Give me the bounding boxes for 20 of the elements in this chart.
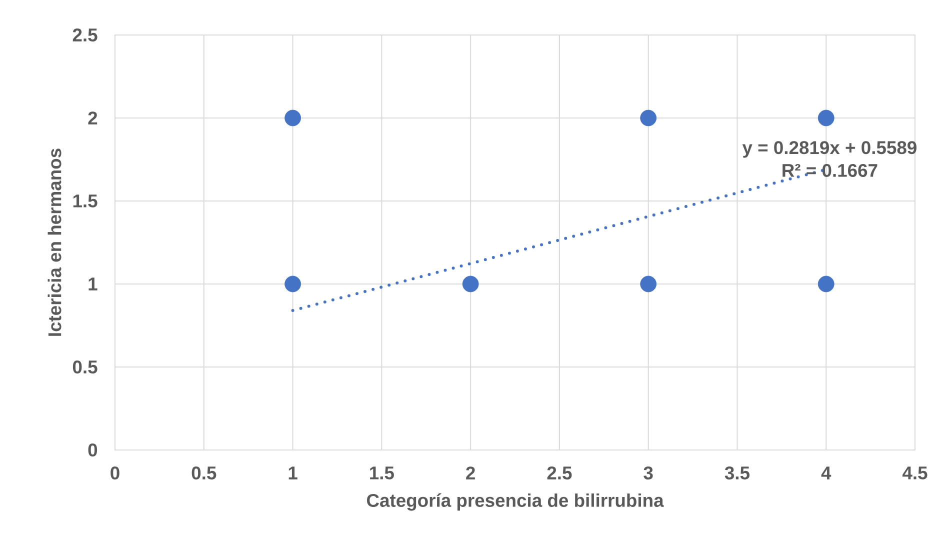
x-tick-label: 1 <box>288 466 298 480</box>
x-tick-label: 3 <box>644 466 653 480</box>
annotation: y = 0.2819x + 0.5589 <box>742 141 916 158</box>
x-tick-label: 1.5 <box>370 466 394 480</box>
y-tick-label: 0.5 <box>72 360 98 374</box>
y-tick-label: 2 <box>88 112 98 124</box>
y-tick-label: 1 <box>88 278 98 290</box>
x-tick-label: 2 <box>466 466 475 480</box>
x-tick-label: 4 <box>821 466 832 480</box>
y-tick-label: 2.5 <box>72 28 98 42</box>
y-tick-label: 1.5 <box>73 194 98 208</box>
x-tick-label: 3.5 <box>724 466 750 480</box>
x-tick-label: 0.5 <box>192 466 216 480</box>
y-tick-label: 0 <box>88 443 98 456</box>
x-tick-label: 0 <box>110 466 120 480</box>
y-axis-title: Ictericia en hermanos <box>48 148 62 336</box>
x-tick-label: 4.5 <box>902 466 928 480</box>
x-tick-label: 2.5 <box>547 466 572 480</box>
annotation: R² = 0.1667 <box>782 164 878 177</box>
x-axis-title: Categoría presencia de bilirrubina <box>366 493 664 511</box>
